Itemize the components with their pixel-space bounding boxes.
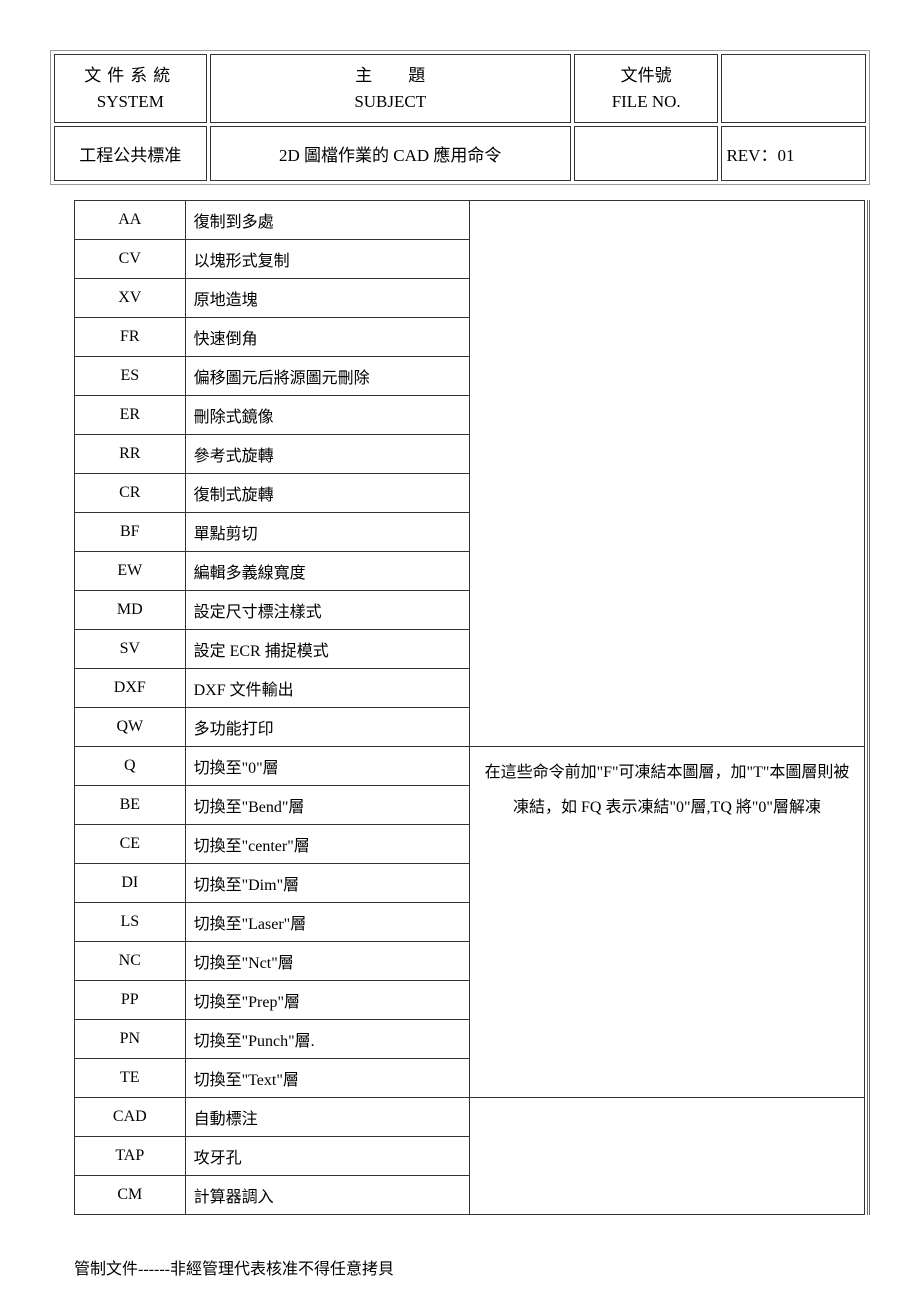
- command-code: Q: [75, 747, 186, 786]
- fileno-cn: 文件號: [579, 63, 714, 89]
- command-code: ES: [75, 357, 186, 396]
- command-code: SV: [75, 630, 186, 669]
- command-desc: 參考式旋轉: [185, 435, 469, 474]
- subject-cn: 主題: [319, 66, 461, 85]
- command-desc: 切換至"Text"層: [185, 1059, 469, 1098]
- rev-label: REV：: [726, 146, 777, 165]
- fileno-en: FILE NO.: [579, 89, 714, 115]
- command-code: LS: [75, 903, 186, 942]
- command-code: EW: [75, 552, 186, 591]
- header-subject-label: 主題 SUBJECT: [210, 54, 571, 123]
- command-code: RR: [75, 435, 186, 474]
- command-code: PN: [75, 1020, 186, 1059]
- command-desc: 設定尺寸標注樣式: [185, 591, 469, 630]
- note-group-1: [469, 201, 864, 747]
- command-desc: 計算器調入: [185, 1176, 469, 1215]
- command-desc: 自動標注: [185, 1098, 469, 1137]
- command-desc: 刪除式鏡像: [185, 396, 469, 435]
- command-desc: 復制式旋轉: [185, 474, 469, 513]
- command-code: CV: [75, 240, 186, 279]
- header-fileno-label: 文件號 FILE NO.: [574, 54, 719, 123]
- command-code: PP: [75, 981, 186, 1020]
- command-code: MD: [75, 591, 186, 630]
- command-desc: 切換至"Punch"層.: [185, 1020, 469, 1059]
- command-code: XV: [75, 279, 186, 318]
- subject-en: SUBJECT: [215, 89, 566, 115]
- command-desc: 設定 ECR 捕捉模式: [185, 630, 469, 669]
- header-system-label: 文件系統 SYSTEM: [54, 54, 207, 123]
- header-table: 文件系統 SYSTEM 主題 SUBJECT 文件號 FILE NO. 工程公共…: [50, 50, 870, 185]
- command-desc: 切換至"Prep"層: [185, 981, 469, 1020]
- rev-value: 01: [777, 146, 794, 165]
- command-desc: DXF 文件輸出: [185, 669, 469, 708]
- command-desc: 快速倒角: [185, 318, 469, 357]
- command-code: BF: [75, 513, 186, 552]
- command-code: BE: [75, 786, 186, 825]
- command-code: DI: [75, 864, 186, 903]
- fileno-value: [574, 126, 719, 181]
- note-group-3: [469, 1098, 864, 1215]
- command-code: NC: [75, 942, 186, 981]
- command-code: QW: [75, 708, 186, 747]
- command-desc: 攻牙孔: [185, 1137, 469, 1176]
- header-rev-empty: [721, 54, 866, 123]
- commands-table: AA復制到多處CV以塊形式复制XV原地造塊FR快速倒角ES偏移圖元后將源圖元刪除…: [74, 200, 865, 1215]
- command-code: FR: [75, 318, 186, 357]
- subject-value: 2D 圖檔作業的 CAD 應用命令: [210, 126, 571, 181]
- command-desc: 切換至"Dim"層: [185, 864, 469, 903]
- system-value: 工程公共標准: [54, 126, 207, 181]
- note-group-2: 在這些命令前加"F"可凍結本圖層，加"T"本圖層則被凍結，如 FQ 表示凍結"0…: [469, 747, 864, 1098]
- system-cn: 文件系統: [84, 66, 176, 85]
- command-desc: 切換至"center"層: [185, 825, 469, 864]
- command-desc: 切換至"Bend"層: [185, 786, 469, 825]
- command-code: CAD: [75, 1098, 186, 1137]
- command-desc: 切換至"Laser"層: [185, 903, 469, 942]
- table-row: CAD自動標注: [75, 1098, 865, 1137]
- system-en: SYSTEM: [59, 89, 202, 115]
- command-desc: 切換至"0"層: [185, 747, 469, 786]
- command-code: DXF: [75, 669, 186, 708]
- table-row: Q切換至"0"層在這些命令前加"F"可凍結本圖層，加"T"本圖層則被凍結，如 F…: [75, 747, 865, 786]
- command-code: ER: [75, 396, 186, 435]
- command-desc: 編輯多義線寬度: [185, 552, 469, 591]
- command-code: CM: [75, 1176, 186, 1215]
- rev-cell: REV：01: [721, 126, 866, 181]
- command-desc: 切換至"Nct"層: [185, 942, 469, 981]
- command-desc: 多功能打印: [185, 708, 469, 747]
- command-desc: 原地造塊: [185, 279, 469, 318]
- command-code: TE: [75, 1059, 186, 1098]
- commands-wrapper: AA復制到多處CV以塊形式复制XV原地造塊FR快速倒角ES偏移圖元后將源圖元刪除…: [74, 200, 870, 1215]
- command-code: AA: [75, 201, 186, 240]
- command-code: TAP: [75, 1137, 186, 1176]
- command-desc: 偏移圖元后將源圖元刪除: [185, 357, 469, 396]
- command-code: CE: [75, 825, 186, 864]
- footer-text: 管制文件------非經管理代表核准不得任意拷貝: [74, 1255, 870, 1279]
- command-desc: 復制到多處: [185, 201, 469, 240]
- command-code: CR: [75, 474, 186, 513]
- table-row: AA復制到多處: [75, 201, 865, 240]
- command-desc: 單點剪切: [185, 513, 469, 552]
- command-desc: 以塊形式复制: [185, 240, 469, 279]
